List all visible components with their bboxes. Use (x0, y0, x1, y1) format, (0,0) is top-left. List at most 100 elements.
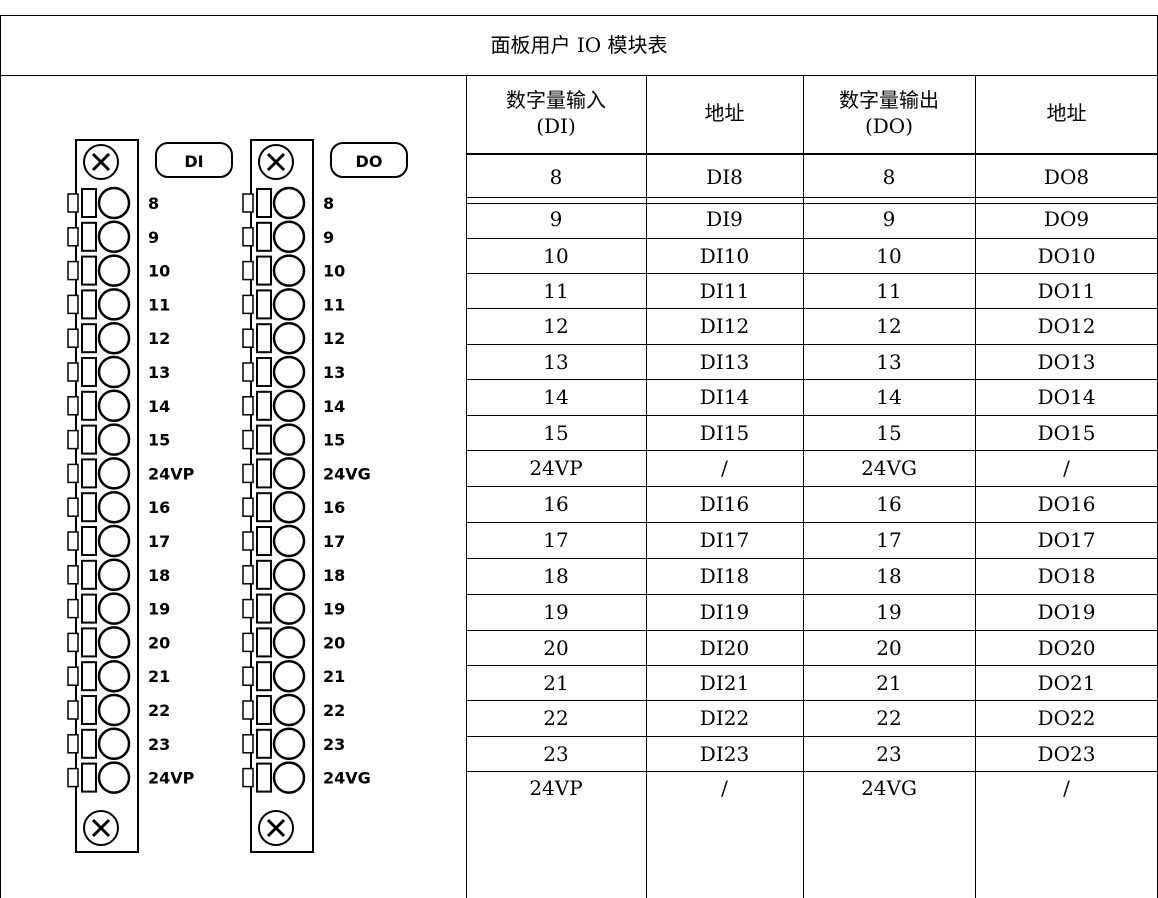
pin-hole (272, 558, 306, 592)
table-cell: 10 (543, 243, 569, 268)
table-cell: 19 (543, 600, 569, 624)
table-cell: 15 (543, 420, 569, 445)
row-line (466, 630, 1158, 631)
row-line (466, 344, 1158, 345)
pin-block (81, 458, 97, 489)
pin-block (81, 390, 97, 421)
pin-label: 12 (148, 329, 170, 348)
table-cell: DI12 (699, 314, 750, 338)
table-cell: 9 (549, 207, 563, 231)
pin-hole (97, 220, 131, 254)
pin-block (256, 661, 272, 692)
pin-label: 11 (323, 295, 345, 314)
table-cell: DO17 (1037, 528, 1096, 552)
table-cell: 23 (876, 741, 902, 766)
pin-label: 22 (323, 701, 345, 720)
pin-slot (242, 328, 254, 348)
table-cell: DI11 (699, 278, 750, 303)
border (0, 75, 1158, 76)
table-cell: 16 (543, 492, 569, 516)
pin-slot (67, 767, 79, 788)
pin-label: 17 (148, 532, 170, 551)
pin-slot (67, 227, 79, 247)
pin-block (81, 188, 97, 218)
pin-hole (97, 288, 131, 321)
pin-slot (242, 497, 254, 517)
pin-hole (272, 220, 306, 254)
pin-hole (272, 761, 306, 794)
pin-block (256, 526, 272, 556)
table-cell: DO22 (1037, 706, 1096, 730)
pin-slot (67, 260, 79, 281)
pin-slot (242, 362, 254, 382)
pin-hole (272, 659, 306, 693)
pin-hole (97, 727, 131, 761)
pin-hole (97, 490, 131, 524)
table-cell: DO14 (1037, 385, 1096, 409)
pin-label: 12 (323, 329, 345, 348)
pin-hole (97, 524, 131, 558)
header-cell: 数字量输出 (839, 88, 939, 112)
table-cell: 17 (543, 528, 569, 552)
pin-slot (242, 565, 254, 585)
pin-slot (242, 294, 254, 315)
pin-label: 21 (323, 667, 345, 686)
pin-slot (242, 227, 254, 247)
pin-hole (97, 423, 131, 456)
table-cell: 9 (882, 207, 896, 231)
pin-slot (67, 497, 79, 517)
header-cell: (DI) (536, 114, 576, 138)
table-cell: 11 (543, 278, 569, 303)
pin-hole (272, 355, 306, 389)
table-cell: 23 (543, 741, 569, 766)
table-cell: 18 (543, 564, 569, 588)
pin-label: 15 (148, 431, 170, 450)
row-line (466, 238, 1158, 239)
table-cell: DO13 (1037, 349, 1096, 374)
pin-label: 24VP (148, 769, 195, 788)
pin-label: 15 (323, 431, 345, 450)
table-cell: 21 (543, 670, 569, 695)
table-cell: DI16 (699, 492, 750, 516)
pin-label: 10 (148, 262, 170, 281)
table-cell: / (1063, 456, 1070, 480)
pin-block (256, 357, 272, 387)
pin-slot (242, 734, 254, 754)
border (0, 15, 1, 898)
pin-block (81, 323, 97, 354)
pin-block (256, 390, 272, 421)
pin-slot (67, 734, 79, 754)
pin-hole (272, 626, 306, 659)
header-cell: 地址 (704, 101, 745, 125)
table-cell: 13 (543, 349, 569, 374)
pin-slot (242, 531, 254, 551)
pin-label: 16 (323, 498, 345, 517)
table-cell: 21 (876, 670, 902, 695)
row-line (466, 415, 1158, 416)
pin-slot (67, 700, 79, 720)
table-cell: 16 (876, 492, 902, 516)
pin-hole (97, 321, 131, 355)
table-cell: DO8 (1043, 164, 1090, 189)
pin-label: 20 (148, 633, 170, 652)
pin-hole (97, 592, 131, 625)
row-line (466, 450, 1158, 451)
table-cell: DI17 (699, 528, 750, 552)
pin-block (256, 728, 272, 759)
table-cell: DI15 (699, 420, 750, 445)
table-cell: 24VP (529, 776, 583, 800)
pin-slot (67, 193, 79, 213)
table-cell: 24VG (861, 456, 917, 480)
pin-block (81, 289, 97, 320)
table-cell: 17 (876, 528, 902, 552)
pin-hole (272, 423, 306, 456)
table-cell: DI10 (699, 243, 750, 268)
table-cell: 20 (876, 635, 902, 660)
table-cell: 8 (549, 164, 563, 189)
pin-label: 19 (148, 600, 170, 619)
pin-slot (242, 666, 254, 686)
row-line (466, 153, 1158, 155)
tag-label: DI (184, 152, 203, 171)
pin-block (256, 559, 272, 590)
table-cell: 15 (876, 420, 902, 445)
